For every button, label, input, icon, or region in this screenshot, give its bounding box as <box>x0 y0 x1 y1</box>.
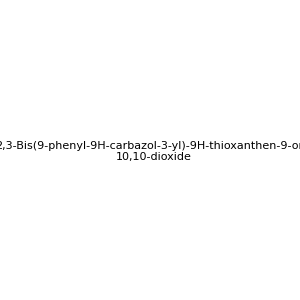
Text: 2,3-Bis(9-phenyl-9H-carbazol-3-yl)-9H-thioxanthen-9-one 10,10-dioxide: 2,3-Bis(9-phenyl-9H-carbazol-3-yl)-9H-th… <box>0 141 300 162</box>
